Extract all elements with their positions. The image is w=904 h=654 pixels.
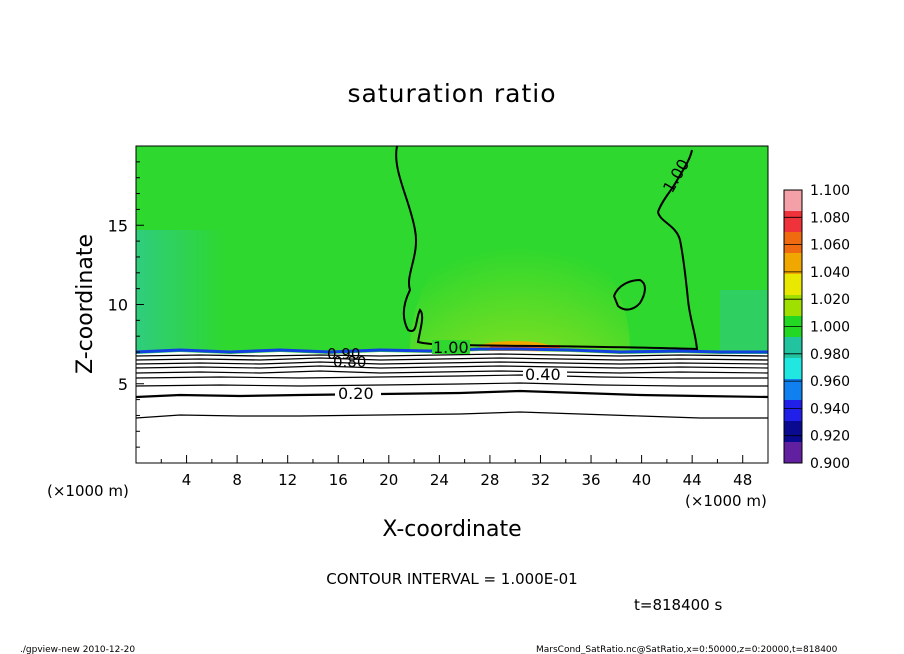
footer-right: MarsCond_SatRatio.nc@SatRatio,x=0:50000,… [536,645,838,654]
contour-label-0-90: 0.90 [327,345,360,363]
contour-0-60 [136,365,768,369]
colorbar-label: 0.960 [810,374,850,390]
contour-interval-text: CONTOUR INTERVAL = 1.000E-01 [326,570,577,588]
colorbar-label: 0.980 [810,347,850,363]
y-tick-label: 5 [118,375,128,394]
label-bg-1 [432,340,470,354]
contour-0-20 [136,389,768,399]
colorbar-swatch [784,232,802,254]
time-text: t=818400 s [634,596,722,614]
x-tick-label: 4 [182,471,192,489]
contour-1-00-main [395,146,699,351]
contour-label-1-00-mid: 1.00 [433,338,469,357]
x-tick-label: 16 [329,471,348,489]
colorbar-label: 0.920 [810,429,850,445]
x-axis-label: X-coordinate [382,517,521,542]
x-tick-label: 8 [232,471,242,489]
contour-label-0-80: 0.80 [333,353,366,371]
colorbar-swatch [784,211,802,233]
colorbar-swatch [784,295,802,317]
contour-0-10 [136,411,768,419]
x-tick-label: 20 [379,471,398,489]
y-axis-ticks: 5 10 15 [108,161,144,448]
colorbar-label: 1.100 [810,183,850,199]
colorbar-swatch [784,379,802,401]
colorbar-label: 0.900 [810,456,850,472]
cool-region-right [720,290,768,355]
contour-label-0-40: 0.40 [525,365,561,384]
contour-0-50 [136,370,768,374]
colorbar-label: 1.000 [810,320,850,336]
colorbar: 1.100 1.080 1.060 1.040 1.020 1.000 0.980 0.960… [783,183,850,472]
plot-field [136,146,768,463]
contour-0-90 [136,353,768,357]
contour-1-00-island [612,278,646,311]
x-tick-label: 32 [531,471,550,489]
colorbar-swatch [784,337,802,359]
colorbar-label: 1.080 [810,210,850,226]
y-tick-label: 10 [108,296,128,315]
label-bg-2 [523,368,567,382]
x-unit-left: (×1000 m) [47,482,129,500]
contour-0-80 [136,357,768,361]
contour-0-30 [136,382,768,387]
contour-label-0-20: 0.20 [338,384,374,403]
colorbar-label: 1.040 [810,265,850,281]
x-unit-right: (×1000 m) [685,492,767,510]
colorbar-swatch [784,442,802,464]
colorbar-swatch [784,400,802,422]
footer-left: ./gpview-new 2010-12-20 [20,645,135,654]
x-axis-ticks: 4 8 12 16 20 24 28 32 36 40 44 48 [160,455,752,489]
x-tick-label: 44 [683,471,702,489]
colorbar-swatch [784,358,802,380]
x-tick-label: 36 [581,471,600,489]
colorbar-swatch [784,253,802,275]
x-tick-label: 24 [430,471,449,489]
x-tick-label: 28 [480,471,499,489]
x-tick-label: 12 [278,471,297,489]
colorbar-label: 1.060 [810,238,850,254]
x-tick-label: 48 [733,471,752,489]
colorbar-swatch [784,274,802,296]
y-tick-label: 15 [108,216,128,235]
label-bg-3 [335,387,381,401]
y-axis-label: Z-coordinate [73,234,98,374]
colorbar-label: 1.020 [810,292,850,308]
contour-0-70 [136,361,768,365]
colorbar-swatch [784,421,802,443]
cool-region-left [136,230,226,355]
contour-0-40 [136,374,768,379]
colorbar-swatch [784,190,802,212]
colorbar-label: 0.940 [810,401,850,417]
x-tick-label: 40 [632,471,651,489]
unsaturated-layer [136,351,768,463]
chart-title: saturation ratio [347,79,556,108]
